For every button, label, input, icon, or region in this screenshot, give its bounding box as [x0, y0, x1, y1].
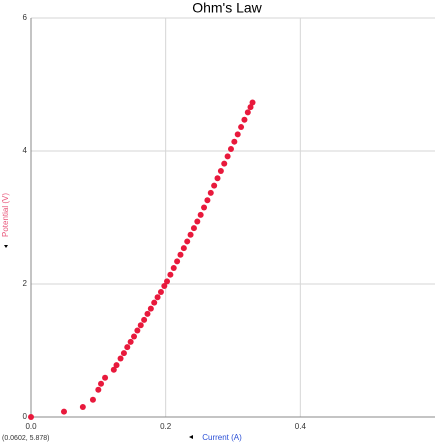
y-axis-label: Potential (V) [1, 193, 10, 237]
data-point [224, 153, 231, 160]
data-point [249, 99, 256, 106]
data-point [201, 204, 208, 211]
data-point [194, 218, 201, 225]
x-axis-label: Current (A) [202, 433, 242, 442]
data-point [174, 258, 181, 265]
data-point [120, 350, 127, 357]
data-point [134, 327, 141, 334]
data-point [231, 138, 238, 145]
data-point [234, 131, 241, 138]
data-point [197, 211, 204, 218]
data-point [28, 414, 34, 420]
data-point [207, 189, 214, 196]
data-point [131, 333, 138, 340]
data-point [141, 316, 148, 323]
data-point [214, 175, 221, 182]
x-tick-label: 0.0 [25, 422, 37, 431]
data-point [238, 124, 245, 131]
data-point [247, 104, 254, 111]
data-point [127, 338, 134, 345]
data-point [137, 322, 144, 329]
data-point [154, 294, 161, 301]
data-point [227, 146, 234, 153]
data-point [221, 160, 228, 167]
data-point [60, 408, 67, 415]
data-point [244, 109, 251, 116]
x-tick-label: 0.2 [160, 422, 172, 431]
data-point [147, 305, 154, 312]
data-point [89, 396, 96, 403]
x-tick-label: 0.4 [295, 422, 307, 431]
data-point [161, 282, 168, 289]
data-point [157, 288, 164, 295]
y-tick-label: 0 [23, 412, 28, 421]
chart-title: Ohm's Law [192, 0, 262, 16]
data-point [190, 225, 197, 232]
data-point [241, 116, 248, 123]
data-point [177, 251, 184, 258]
data-point [180, 245, 187, 252]
arrow-icon[interactable] [189, 435, 193, 439]
data-point [124, 344, 131, 351]
data-point [102, 374, 109, 381]
arrow-icon[interactable] [4, 245, 8, 248]
data-point [211, 182, 218, 189]
data-point [184, 238, 191, 245]
cursor-status: (0.0602, 5.878) [2, 435, 49, 442]
data-point [95, 386, 102, 393]
data-point [144, 310, 151, 317]
data-point [79, 404, 86, 411]
data-point [170, 265, 177, 272]
data-point [187, 231, 194, 238]
data-point [110, 366, 117, 373]
data-point [167, 271, 174, 278]
data-point [217, 167, 224, 174]
data-point [204, 197, 211, 204]
data-point [151, 299, 158, 306]
data-point [164, 278, 171, 285]
data-point [117, 355, 124, 362]
y-tick-label: 6 [23, 13, 28, 22]
y-tick-label: 4 [23, 146, 28, 155]
data-point [113, 362, 120, 369]
y-tick-label: 2 [23, 279, 28, 288]
data-point [98, 380, 105, 387]
